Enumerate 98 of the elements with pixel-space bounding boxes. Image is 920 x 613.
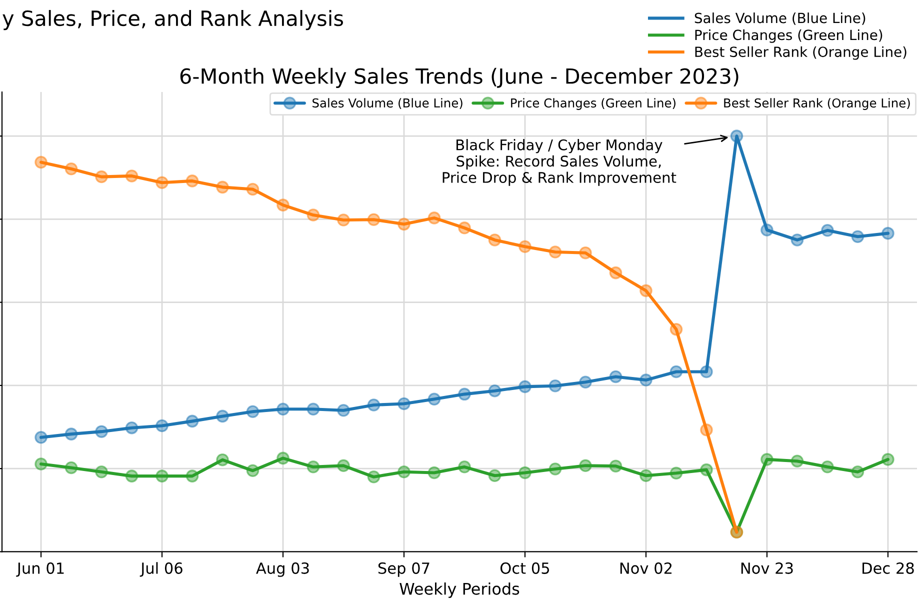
x-tick-label: Nov 02 [620,562,672,574]
point [670,365,683,378]
point [790,234,804,246]
point [246,464,260,478]
point [125,421,138,434]
point [518,380,532,394]
point [367,213,380,226]
point [156,470,168,482]
point [216,180,229,194]
point [882,226,894,240]
x-tick-label: Oct 05 [500,562,550,574]
point [367,470,380,484]
point [246,405,260,418]
x-tick-label: Jul 06 [140,562,182,577]
point [458,388,471,401]
point [579,376,592,389]
point [488,384,502,398]
point [428,466,441,480]
point [518,466,532,480]
point [64,461,78,474]
point [186,470,199,482]
point [609,460,622,472]
point [760,453,774,466]
point [882,453,894,466]
point [548,246,562,258]
x-tick-label: Jun 01 [16,562,64,577]
point [306,402,320,416]
point [398,466,410,478]
point [579,246,592,260]
point [640,284,652,298]
point [186,414,199,428]
point [216,410,229,423]
point [609,266,622,280]
point [851,466,864,478]
chart-title: y Sales, Price, and Rank Analysis [2,10,344,30]
point [548,379,562,392]
point [700,424,713,436]
point [488,469,502,482]
text: Sales Volume (Blue Line) [694,12,866,25]
point [700,365,713,378]
text: Best Seller Rank (Orange Line) [695,46,906,60]
point [670,466,683,480]
point [458,460,471,474]
point [156,419,168,432]
point [851,230,864,244]
point [186,174,199,188]
point [488,234,502,246]
x-axis-title: Weekly Periods [400,582,520,598]
point [306,208,320,222]
point [64,428,78,440]
point [700,463,713,476]
x-tick-label: Dec 28 [862,562,914,574]
point [337,404,350,417]
point [458,222,471,234]
point [64,162,78,176]
point [125,470,138,482]
point [790,454,804,468]
x-tick-label: Sep 07 [378,562,430,577]
point [428,212,441,224]
point [34,431,48,444]
point [276,198,290,212]
legend-label: Sales Volume (Blue Line) [312,98,462,110]
point [306,460,320,474]
point [34,458,48,470]
point [276,402,290,416]
point [760,224,774,236]
point [125,170,138,182]
point [216,453,229,466]
point [821,224,834,237]
annotation: Black Friday / Cyber Monday Spike: Record Sales Volume, Price Drop & Rank Improvement [442,139,676,186]
legend-label: Best Seller Rank (Orange Line) [724,98,910,110]
point [821,460,834,474]
x-tick-label: Nov 23 [741,562,793,574]
point [95,170,108,184]
point [95,466,108,478]
x-tick-label: Aug 03 [256,562,309,577]
point [95,425,108,438]
legend-label: Price Changes (Green Line) [511,98,676,110]
point [337,214,350,226]
point [156,176,168,189]
point [337,459,350,472]
point [640,469,652,482]
point [34,156,48,169]
point [730,130,744,142]
point [367,398,380,412]
point [518,240,532,254]
point [609,370,622,384]
point [398,397,410,410]
point [548,462,562,476]
point [398,218,410,231]
point [579,459,592,472]
point [276,452,290,465]
text: Price Changes (Green Line) [695,29,882,43]
point [640,374,652,386]
chart-subtitle: 6-Month Weekly Sales Trends (June - December 2023) [180,68,738,88]
point [246,182,260,196]
point [428,392,441,406]
point [670,322,683,336]
